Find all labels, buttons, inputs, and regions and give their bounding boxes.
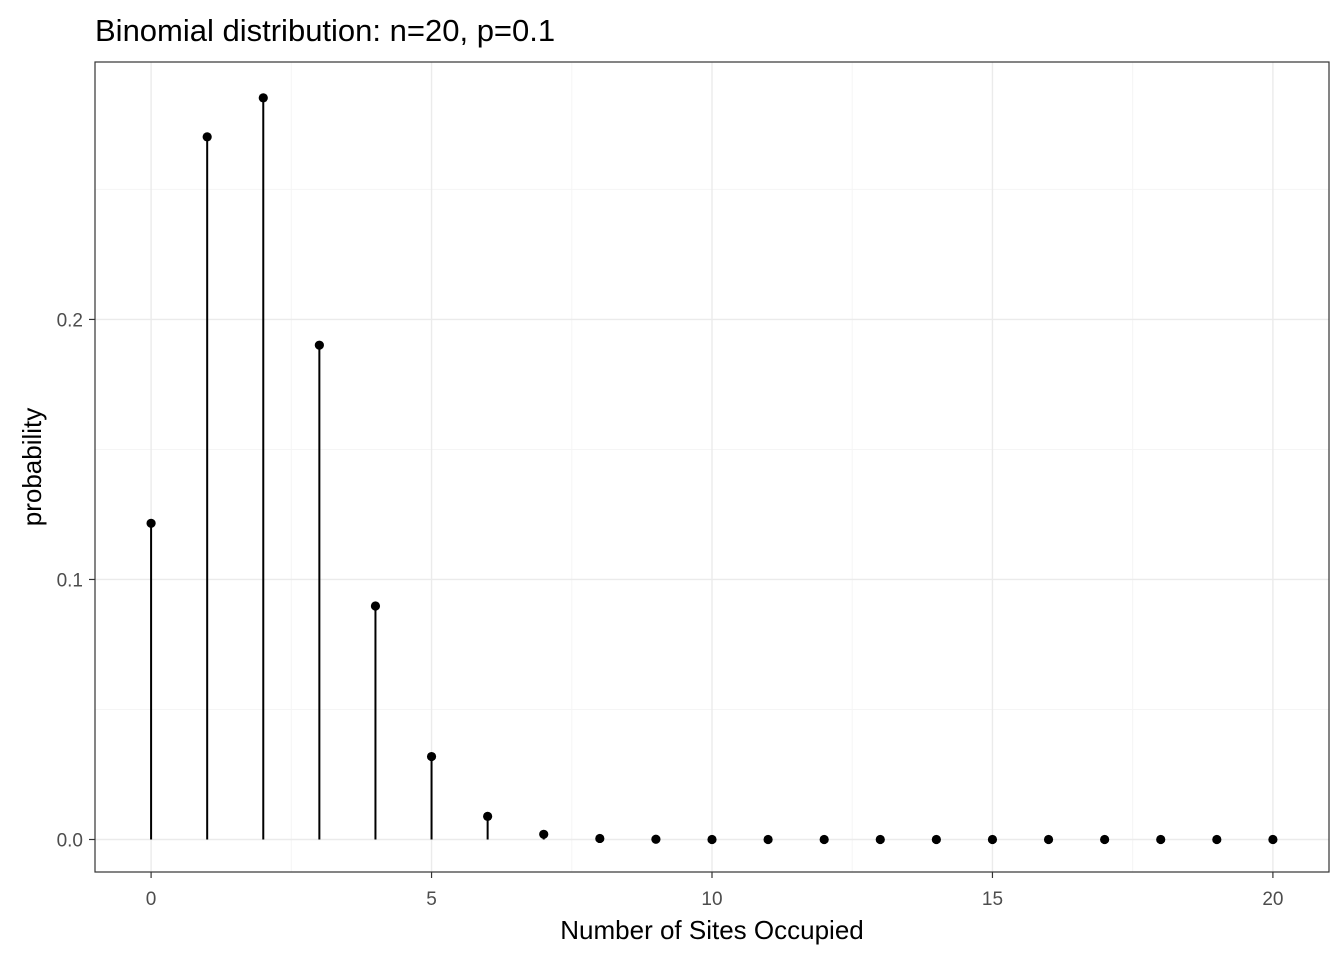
data-point [258,93,268,103]
data-point [875,834,885,845]
x-tick-label: 10 [701,889,722,910]
x-tick-label: 15 [982,889,1003,910]
y-tick-label: 0.0 [57,830,83,851]
x-tick-label: 0 [146,889,157,910]
x-tick-label: 5 [426,889,437,910]
y-tick-label: 0.2 [57,310,83,331]
data-point [931,834,941,845]
data-point [1212,834,1222,845]
data-point [1100,834,1110,845]
data-point [763,834,773,845]
data-point [987,834,998,845]
data-point [1268,834,1278,845]
data-point [370,601,381,611]
x-tick-label: 20 [1262,889,1283,910]
x-axis-ticks: 0 5 10 15 20 [146,872,1283,910]
data-point [426,751,437,762]
data-point [483,811,493,821]
data-point [1043,834,1054,845]
y-axis-title: probability [17,408,47,527]
data-point [819,834,829,845]
major-gridlines [95,62,1329,872]
y-axis-ticks: 0.0 0.1 0.2 [57,310,95,851]
data-point [539,829,549,839]
data-point [707,834,717,845]
chart-title: Binomial distribution: n=20, p=0.1 [95,13,555,48]
x-axis-title: Number of Sites Occupied [560,915,863,945]
data-point [1156,834,1166,845]
y-tick-label: 0.1 [57,570,83,591]
data-point [314,340,324,350]
data-point [595,833,605,844]
data-point [651,834,661,844]
data-point [146,518,156,528]
data-point [202,132,212,142]
lollipop-points [146,93,1278,845]
